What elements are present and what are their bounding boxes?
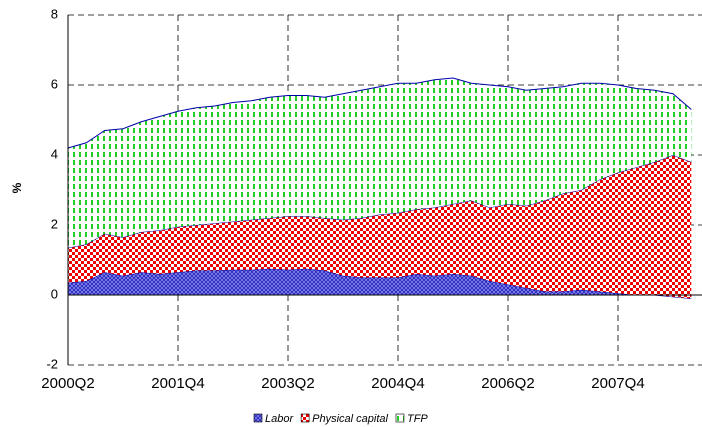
y-axis-label: % [10,182,24,193]
y-tick-label: 2 [51,216,58,231]
legend-label: Labor [265,413,294,425]
area-edge [67,77,692,149]
legend-swatch [395,413,405,423]
y-tick-label: 0 [51,286,58,301]
legend-label: TFP [407,413,428,425]
y-tick-label: 6 [51,76,58,91]
x-tick-label: 2001Q4 [151,375,204,392]
legend-label: Physical capital [312,413,388,425]
legend-swatch [253,413,263,423]
legend-swatch [300,413,310,423]
y-tick-label: 8 [51,6,58,21]
area [68,155,692,299]
x-tick-label: 2004Q4 [371,375,424,392]
area [68,268,692,299]
y-tick-label: 4 [51,146,58,161]
area [68,78,692,248]
x-tick-label: 2003Q2 [261,375,314,392]
y-tick-label: -2 [46,356,58,371]
x-tick-label: 2007Q4 [591,375,644,392]
x-tick-label: 2006Q2 [481,375,534,392]
x-tick-label: 2000Q2 [41,375,94,392]
